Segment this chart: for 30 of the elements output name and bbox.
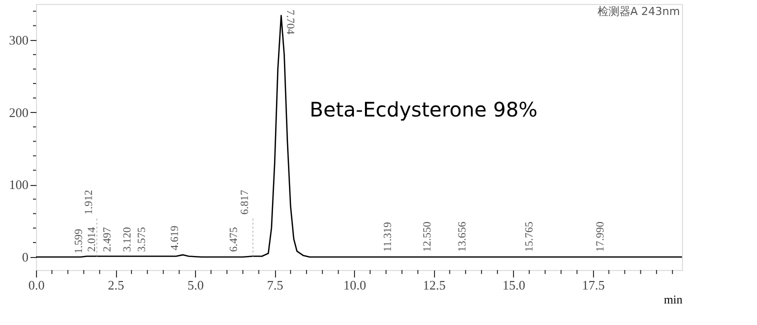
x-tick-label: 5.0 (187, 278, 204, 292)
y-tick-label: 200 (9, 104, 28, 120)
x-tick-label: 12.5 (422, 278, 446, 292)
annotation: Beta-Ecdysterone 98% (310, 97, 538, 122)
annotation: 6.817 (238, 189, 251, 215)
annotation: 检测器A 243nm (597, 5, 680, 18)
y-tick-label: 300 (9, 32, 28, 48)
annotation: 15.765 (524, 221, 536, 252)
x-tick-label: 2.5 (108, 278, 124, 292)
x-axis-title: min (664, 292, 682, 306)
x-tick-label: 0.0 (28, 278, 45, 292)
annotation: 4.619 (168, 225, 181, 250)
annotation: 3.575 (136, 226, 148, 252)
annotation: 6.475 (228, 226, 240, 252)
annotation: 11.319 (382, 221, 394, 252)
annotation: 7.704 (284, 10, 296, 35)
x-tick-label: 15.0 (502, 278, 526, 292)
annotation: 2.014 (86, 226, 98, 252)
annotation: 13.656 (456, 221, 469, 252)
annotation: 12.550 (421, 221, 434, 252)
annotation: 2.497 (101, 226, 114, 252)
annotation: 3.120 (121, 226, 134, 252)
x-tick-label: 10.0 (343, 278, 366, 292)
y-tick-label: 100 (9, 177, 28, 192)
annotation: 17.990 (594, 221, 606, 252)
annotation: 1.912 (82, 190, 95, 215)
x-tick-label: 17.5 (582, 278, 605, 292)
y-tick-label: 0 (22, 249, 28, 264)
annotation: 1.599 (72, 228, 85, 254)
x-tick-label: 7.5 (267, 278, 284, 292)
